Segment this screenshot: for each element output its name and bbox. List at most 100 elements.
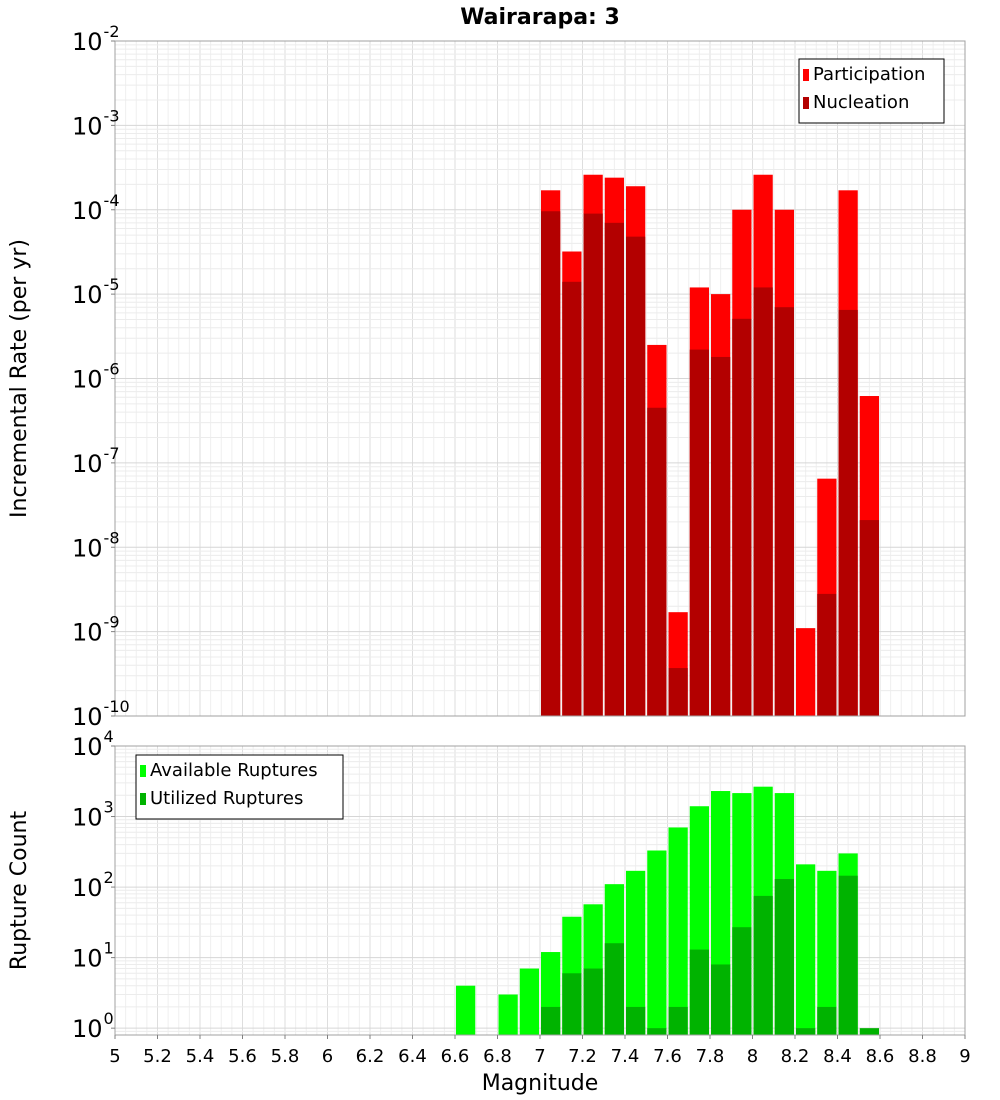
x-tick-label: 5.4: [186, 1046, 215, 1067]
y-tick-label: 101: [72, 939, 114, 973]
bar: [796, 864, 816, 1035]
bar: [562, 973, 582, 1035]
y-axis-title: Incremental Rate (per yr): [7, 239, 32, 518]
bar: [817, 1006, 837, 1035]
x-tick-label: 7.6: [653, 1046, 682, 1067]
bar: [583, 968, 603, 1035]
bar: [604, 943, 624, 1035]
legend-box: [135, 754, 344, 820]
bar: [626, 870, 646, 1035]
bar: [817, 593, 837, 716]
bar-series-utilized-ruptures: [541, 875, 879, 1035]
y-tick-label: 10-10: [72, 697, 130, 731]
y-tick-labels: 100 101 102 103 104: [72, 727, 115, 1043]
bar: [859, 1028, 879, 1035]
x-tick-label: 6.8: [483, 1046, 512, 1067]
bar-series-nucleation: [541, 211, 879, 717]
y-tick-labels: 10-10 10-9 10-8 10-7 10-6 10-5 10-4 10-3 10-2: [72, 22, 130, 731]
bar: [519, 968, 539, 1035]
x-tick-label: 8: [747, 1046, 758, 1067]
bar: [753, 895, 773, 1035]
y-tick-label: 102: [72, 868, 114, 902]
grid-lines: [114, 41, 966, 717]
y-tick-label: 10-7: [72, 444, 120, 478]
chart-panel-1: 100 101 102 103 104 Rupture Count 5 5.2 5.4 5.6 5.…: [7, 727, 971, 1096]
x-tick-label: 7: [534, 1046, 545, 1067]
y-tick-label: 10-4: [72, 191, 120, 225]
x-tick-label: 5.2: [143, 1046, 172, 1067]
bar: [711, 964, 731, 1035]
x-tick-label: 5.6: [228, 1046, 257, 1067]
bar: [689, 949, 709, 1035]
bar: [774, 307, 794, 716]
bar: [647, 407, 667, 716]
chart-panel-0: 10-10 10-9 10-8 10-7 10-6 10-5 10-4 10-3 10-2 Inc…: [7, 5, 966, 731]
bar: [541, 1006, 561, 1035]
x-tick-label: 7.8: [696, 1046, 725, 1067]
bar: [753, 287, 773, 716]
legend-swatch: [803, 69, 809, 81]
legend-swatch: [140, 793, 146, 805]
bar: [796, 1028, 816, 1035]
y-tick-label: 10-9: [72, 613, 120, 647]
bar: [668, 1006, 688, 1035]
bar: [732, 318, 752, 716]
legend-box: [798, 58, 945, 124]
bar: [498, 994, 518, 1035]
bar: [668, 668, 688, 716]
bar: [626, 1006, 646, 1035]
bar: [668, 827, 688, 1035]
x-tick-label: 6.4: [398, 1046, 427, 1067]
x-tick-label: 6.2: [356, 1046, 385, 1067]
bar: [647, 1028, 667, 1035]
legend-swatch: [803, 97, 809, 109]
bar: [456, 985, 476, 1035]
legend: Available Ruptures Utilized Ruptures: [135, 754, 344, 820]
y-axis-title: Rupture Count: [7, 811, 32, 971]
bar: [562, 281, 582, 716]
legend-label: Utilized Ruptures: [150, 788, 303, 809]
bar: [583, 213, 603, 717]
bar: [859, 520, 879, 716]
x-tick-label: 8.6: [866, 1046, 895, 1067]
x-tick-label: 5: [109, 1046, 120, 1067]
bar: [774, 879, 794, 1035]
y-tick-label: 10-3: [72, 106, 120, 140]
x-tick-label: 9: [959, 1046, 970, 1067]
bar: [689, 349, 709, 716]
bar: [732, 927, 752, 1035]
bar: [541, 211, 561, 717]
x-tick-label: 7.4: [611, 1046, 640, 1067]
legend-label: Available Ruptures: [150, 760, 318, 781]
bar: [817, 870, 837, 1035]
chart-title: Wairarapa: 3: [460, 5, 620, 30]
x-tick-label: 8.4: [823, 1046, 852, 1067]
x-tick-label: 8.8: [908, 1046, 937, 1067]
y-tick-label: 10-6: [72, 360, 120, 394]
x-tick-label: 7.2: [568, 1046, 597, 1067]
legend: Participation Nucleation: [798, 58, 945, 124]
x-tick-label: 5.8: [271, 1046, 300, 1067]
bar: [647, 850, 667, 1035]
bar: [838, 875, 858, 1035]
bar: [711, 356, 731, 716]
x-tick-label: 6.6: [441, 1046, 470, 1067]
x-axis-title: Magnitude: [482, 1071, 599, 1096]
legend-swatch: [140, 765, 146, 777]
y-tick-label: 100: [72, 1009, 114, 1043]
bar: [626, 236, 646, 716]
y-tick-label: 10-5: [72, 275, 120, 309]
x-tick-labels: 5 5.2 5.4 5.6 5.8 6 6.2 6.4 6.6 6.8 7 7.2 7.4 7.6 7.8 8…: [109, 1035, 971, 1067]
y-tick-label: 104: [72, 727, 114, 761]
y-tick-label: 10-2: [72, 22, 120, 56]
bar: [796, 628, 816, 716]
y-tick-label: 10-8: [72, 528, 120, 562]
bar: [604, 222, 624, 716]
legend-label: Participation: [813, 64, 925, 85]
legend-label: Nucleation: [813, 92, 909, 113]
bar: [838, 309, 858, 716]
x-tick-label: 8.2: [781, 1046, 810, 1067]
y-tick-label: 103: [72, 798, 114, 832]
